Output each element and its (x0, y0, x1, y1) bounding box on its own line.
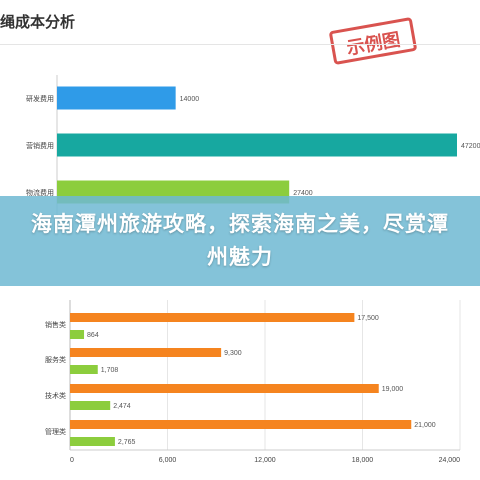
chart2-bar (70, 384, 379, 393)
chart2-value-label: 864 (87, 332, 99, 339)
chart2-x-tick-label: 24,000 (439, 457, 461, 464)
chart1-bar (57, 133, 457, 157)
chart1-value-label: 27400 (293, 190, 313, 197)
chart2-bar (70, 313, 355, 322)
chart1-value-label: 47200 (461, 143, 480, 150)
chart-title: 绳成本分析 (0, 14, 76, 31)
chart2-value-label: 2,474 (113, 403, 131, 410)
chart1-value-label: 14000 (180, 96, 200, 103)
banner-text: 海南潭州旅游攻略，探索海南之美，尽赏潭州魅力 (31, 212, 449, 269)
chart2-value-label: 17,500 (357, 315, 379, 322)
chart2-category-label: 服务类 (45, 355, 66, 364)
chart2-x-tick-label: 0 (70, 457, 74, 464)
chart2-x-tick-label: 12,000 (254, 457, 276, 464)
header-divider (0, 44, 480, 45)
chart2-category-label: 销售类 (45, 320, 66, 329)
chart2-value-label: 1,708 (101, 367, 119, 374)
chart2-category-label: 管理类 (45, 427, 66, 436)
chart2-bar (70, 401, 111, 410)
chart1-category-label: 研发费用 (26, 94, 54, 103)
chart2-bar (70, 330, 85, 339)
chart2-value-label: 21,000 (414, 422, 436, 429)
chart1-category-label: 营销费用 (26, 141, 54, 150)
chart2-value-label: 9,300 (224, 350, 242, 357)
chart2-bar (70, 365, 98, 374)
overlay-banner: 海南潭州旅游攻略，探索海南之美，尽赏潭州魅力 (0, 196, 480, 286)
chart2-bar (70, 437, 115, 446)
chart2-x-tick-label: 6,000 (159, 457, 177, 464)
chart2-bar (70, 420, 412, 429)
chart2-value-label: 19,000 (382, 386, 404, 393)
chart2-x-tick-label: 18,000 (352, 457, 374, 464)
chart1-category-label: 物流费用 (26, 188, 54, 197)
chart2-bar (70, 348, 222, 357)
chart2-value-label: 2,765 (118, 439, 136, 446)
chart2-category-label: 技术类 (45, 391, 66, 400)
chart1-bar (57, 86, 176, 110)
